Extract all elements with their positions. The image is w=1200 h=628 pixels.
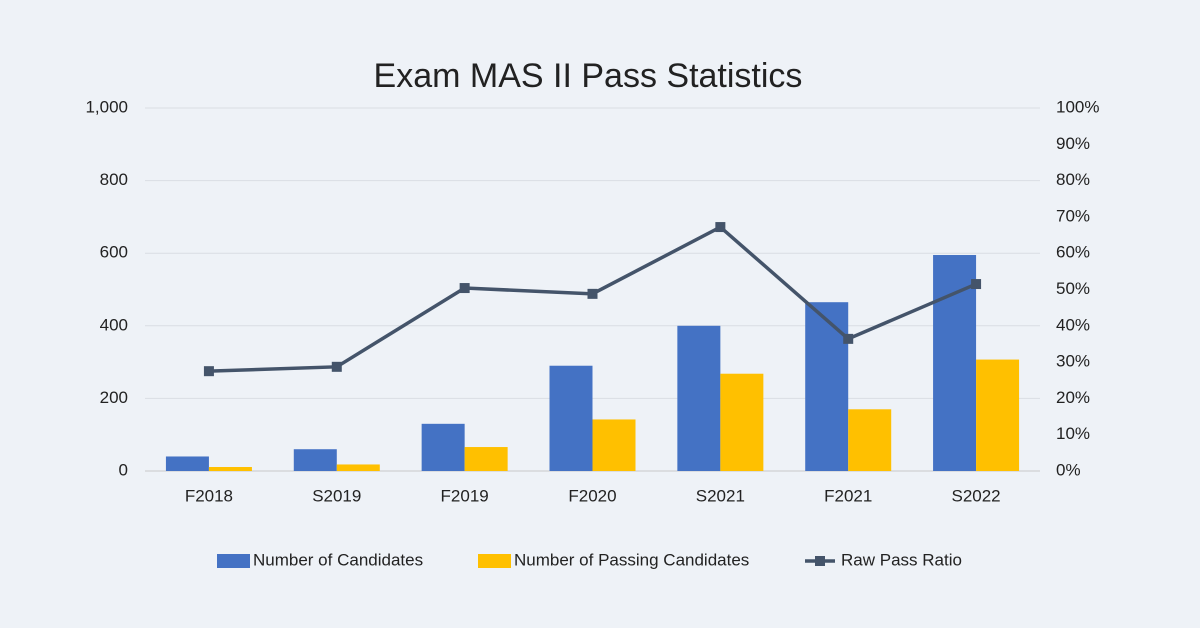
- y-tick-label: 600: [100, 243, 128, 262]
- bar: [805, 302, 849, 471]
- bar: [208, 467, 252, 471]
- x-tick-label: F2021: [824, 486, 872, 505]
- x-tick-label: F2018: [185, 486, 233, 505]
- y2-tick-label: 100%: [1056, 97, 1099, 116]
- line-marker: [203, 366, 214, 377]
- y-tick-label: 800: [100, 170, 128, 189]
- x-tick-label: F2019: [441, 486, 489, 505]
- x-tick-label: S2021: [696, 486, 745, 505]
- y2-tick-label: 60%: [1056, 243, 1090, 262]
- line-marker: [587, 288, 598, 299]
- bar: [933, 255, 977, 471]
- y-tick-label: 1,000: [85, 97, 128, 116]
- bar: [720, 373, 764, 471]
- legend-swatch: [478, 554, 511, 568]
- y2-tick-label: 80%: [1056, 170, 1090, 189]
- line-marker: [331, 361, 342, 372]
- y-tick-label: 400: [100, 315, 128, 334]
- bar: [336, 464, 380, 471]
- y-tick-label: 0: [119, 460, 128, 479]
- line-marker: [459, 283, 470, 294]
- bar: [848, 409, 892, 471]
- chart-title: Exam MAS II Pass Statistics: [374, 57, 803, 95]
- y2-tick-label: 70%: [1056, 206, 1090, 225]
- bar: [592, 419, 636, 471]
- legend-swatch: [815, 556, 825, 566]
- x-tick-label: S2022: [951, 486, 1000, 505]
- legend-label: Number of Passing Candidates: [514, 550, 749, 569]
- bar: [677, 325, 721, 471]
- bar: [464, 447, 508, 471]
- y2-tick-label: 10%: [1056, 424, 1090, 443]
- legend-label: Number of Candidates: [253, 550, 423, 569]
- x-tick-label: S2019: [312, 486, 361, 505]
- y2-tick-label: 20%: [1056, 388, 1090, 407]
- line: [208, 224, 977, 373]
- y2-tick-label: 0%: [1056, 460, 1081, 479]
- legend-swatch: [217, 554, 250, 568]
- y-tick-label: 200: [100, 388, 128, 407]
- bar: [421, 423, 465, 471]
- y2-tick-label: 30%: [1056, 352, 1090, 371]
- bar: [293, 449, 337, 471]
- line-marker: [715, 222, 726, 233]
- y2-tick-label: 90%: [1056, 134, 1090, 153]
- x-tick-label: F2020: [568, 486, 616, 505]
- y2-tick-label: 50%: [1056, 279, 1090, 298]
- line-marker: [843, 333, 854, 344]
- bar: [165, 456, 209, 471]
- legend-label: Raw Pass Ratio: [841, 550, 962, 569]
- bar: [549, 365, 593, 471]
- line-marker: [971, 279, 982, 290]
- bar: [976, 359, 1020, 471]
- y2-tick-label: 40%: [1056, 315, 1090, 334]
